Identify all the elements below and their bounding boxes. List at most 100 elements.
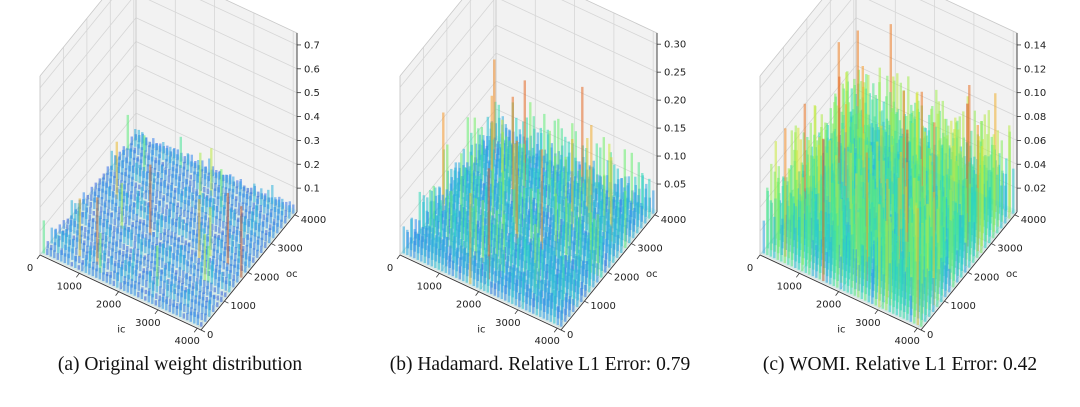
- grid-line-z: [399, 0, 658, 88]
- tick-label-oc: 3000: [997, 244, 1022, 255]
- surface-tint: [400, 135, 657, 329]
- chart-panel-original: 0 1000 2000 3000 4000 0 1000 2000 3000 4000 0.1 0.2…: [0, 0, 360, 407]
- tick-label-oc: 1000: [950, 301, 975, 312]
- axes: [39, 33, 298, 331]
- data-marks: [760, 24, 1017, 329]
- tick-label-z: 0.6: [304, 64, 320, 75]
- tick-mark-oc: [920, 329, 926, 333]
- tick-label-z: 0.4: [304, 112, 320, 123]
- tick-labels: 0 1000 2000 3000 4000 0 1000 2000 3000 4000 0.05 0.…: [387, 40, 686, 348]
- pane-left: [400, 0, 496, 255]
- data-marks: [40, 114, 297, 329]
- tick-label-oc: 2000: [974, 272, 999, 283]
- axis-title-ic: ic: [117, 325, 125, 336]
- tick-label-ic: 3000: [135, 318, 160, 329]
- tick-label-z: 0.06: [1024, 136, 1046, 147]
- tick-label-z: 0.10: [1024, 88, 1046, 99]
- tick-label-z: 0.15: [664, 124, 686, 135]
- tick-mark-ic: [874, 309, 879, 315]
- chart-3d-original: 0 1000 2000 3000 4000 0 1000 2000 3000 4000 0.1 0.2…: [27, 0, 326, 347]
- tick-mark-oc: [1014, 214, 1019, 218]
- chart-3d-womi: 0 1000 2000 3000 4000 0 1000 2000 3000 4000 0.02 0.…: [747, 0, 1046, 347]
- tick-label-z: 0.04: [1024, 160, 1046, 171]
- surface-tint: [760, 135, 1017, 329]
- axes: [399, 33, 658, 331]
- tick-label-z: 0.14: [1024, 40, 1046, 51]
- tick-label-ic: 4000: [174, 336, 199, 347]
- tick-mark-ic: [154, 309, 159, 315]
- axes: [759, 33, 1018, 331]
- axis-title-oc: oc: [646, 269, 658, 280]
- tick-mark-oc: [607, 272, 613, 275]
- tick-mark-ic: [835, 291, 839, 296]
- tick-mark-ic: [913, 328, 918, 333]
- data-marks: [400, 59, 657, 329]
- tick-label-ic: 2000: [816, 300, 841, 311]
- tick-label-ic: 2000: [96, 300, 121, 311]
- tick-labels: 0 1000 2000 3000 4000 0 1000 2000 3000 4000 0.1 0.2…: [27, 40, 326, 347]
- axis-ic: [39, 254, 202, 331]
- tick-label-ic: 3000: [495, 318, 520, 329]
- tick-mark-ic: [36, 254, 41, 260]
- tick-label-oc: 2000: [614, 272, 639, 283]
- tick-label-z: 0.05: [664, 180, 686, 191]
- tick-mark-oc: [654, 214, 659, 218]
- axis-title-oc: oc: [1006, 269, 1018, 280]
- tick-mark-oc: [991, 243, 996, 246]
- chart-3d-hadamard: 0 1000 2000 3000 4000 0 1000 2000 3000 4000 0.05 0.…: [387, 0, 686, 348]
- tick-label-ic: 1000: [417, 281, 442, 292]
- tick-label-oc: 0: [207, 330, 213, 341]
- grid-line-z: [39, 0, 298, 113]
- tick-mark-ic: [514, 309, 519, 315]
- tick-label-oc: 4000: [661, 215, 686, 226]
- tick-label-z: 0.02: [1024, 184, 1046, 195]
- tick-labels: 0 1000 2000 3000 4000 0 1000 2000 3000 4000 0.02 0.…: [747, 40, 1046, 347]
- tick-mark-ic: [475, 291, 479, 296]
- axis-oc: [200, 211, 298, 331]
- tick-label-oc: 3000: [277, 244, 302, 255]
- tick-label-ic: 4000: [534, 336, 559, 347]
- tick-mark-oc: [967, 272, 973, 275]
- tick-label-oc: 1000: [230, 301, 255, 312]
- pane-back: [496, 0, 657, 212]
- grid-line-z: [399, 0, 658, 116]
- tick-mark-ic: [75, 273, 80, 278]
- caption-hadamard: (b) Hadamard. Relative L1 Error: 0.79: [389, 354, 691, 375]
- tick-label-ic: 0: [747, 263, 753, 274]
- tick-mark-oc: [224, 300, 229, 304]
- axis-oc: [560, 211, 658, 331]
- tick-label-oc: 4000: [301, 215, 326, 226]
- tick-mark-oc: [560, 329, 566, 333]
- tick-label-ic: 0: [387, 263, 393, 274]
- grid-line-z: [759, 0, 1018, 89]
- tick-label-z: 0.12: [1024, 64, 1046, 75]
- tick-mark-oc: [200, 329, 206, 333]
- tick-mark-ic: [435, 273, 440, 278]
- tick-label-ic: 0: [27, 263, 33, 274]
- tick-mark-ic: [193, 328, 198, 333]
- axis-title-ic: ic: [477, 325, 485, 336]
- tick-mark-ic: [756, 254, 761, 260]
- surface-tint: [40, 135, 297, 329]
- axis-title-oc: oc: [286, 269, 298, 280]
- tick-label-z: 0.1: [304, 184, 320, 195]
- axis-ic: [399, 254, 562, 331]
- tick-label-z: 0.3: [304, 136, 320, 147]
- tick-label-ic: 3000: [855, 318, 880, 329]
- tick-label-z: 0.5: [304, 88, 320, 99]
- pane-back: [136, 0, 297, 212]
- tick-label-oc: 4000: [1021, 215, 1046, 226]
- tick-mark-ic: [795, 273, 800, 278]
- axis-title-ic: ic: [837, 325, 845, 336]
- axis-oc: [920, 211, 1018, 331]
- tick-mark-oc: [631, 243, 636, 246]
- axis-ic: [759, 254, 922, 331]
- tick-mark-ic: [553, 328, 558, 333]
- tick-label-z: 0.20: [664, 96, 686, 107]
- tick-label-oc: 3000: [637, 244, 662, 255]
- caption-womi: (c) WOMI. Relative L1 Error: 0.42: [762, 354, 1038, 375]
- caption-original: (a) Original weight distribution: [57, 354, 303, 375]
- tick-label-ic: 4000: [894, 336, 919, 347]
- tick-mark-oc: [271, 243, 276, 246]
- tick-label-z: 0.2: [304, 160, 320, 171]
